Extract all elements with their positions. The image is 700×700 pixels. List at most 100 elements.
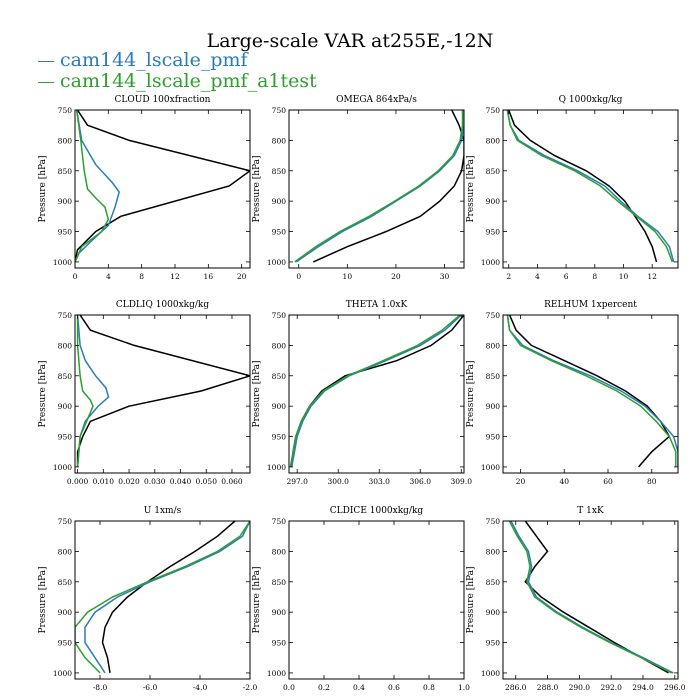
y-tick-label: 900 <box>58 608 73 617</box>
x-tick-label: 80 <box>647 477 657 486</box>
plot-frame <box>502 314 679 474</box>
y-tick-label: 950 <box>58 433 73 442</box>
x-tick-label: 296.0 <box>664 683 686 692</box>
y-tick-label: 900 <box>486 402 501 411</box>
x-tick-label: 0.000 <box>67 477 89 486</box>
panel-1: OMEGA 864xPa/s Pressure [hPa] 750 800 850 900… <box>252 95 465 281</box>
y-tick-label: 800 <box>272 341 287 350</box>
y-tick-label: 900 <box>486 197 501 206</box>
series-line-reference <box>76 315 250 467</box>
panel-title: RELHUM 1xpercent <box>544 300 637 310</box>
series-line-1 <box>295 110 464 263</box>
x-tick-label: 40 <box>559 477 569 486</box>
panel-title: THETA 1.0xK <box>346 300 408 310</box>
series-line-2 <box>289 315 461 468</box>
x-tick-label: -8.0 <box>93 683 108 692</box>
y-tick-label: 850 <box>272 167 287 176</box>
x-tick-label: 0 <box>73 272 78 281</box>
y-tick-label: 950 <box>272 228 287 237</box>
panel-title: CLDLIQ 1000xkg/kg <box>116 300 210 310</box>
plot-frame <box>288 520 465 680</box>
y-tick-label: 750 <box>58 311 73 320</box>
series-line-reference <box>508 315 671 468</box>
legend-swatch-a1test <box>38 81 54 83</box>
x-tick-label: 0.4 <box>353 683 365 692</box>
x-tick-label: 288.0 <box>537 683 559 692</box>
y-tick-label: 850 <box>58 167 73 176</box>
x-tick-label: 8 <box>592 272 597 281</box>
plot-frame <box>502 520 679 680</box>
legend-item-pmf: cam144_lscale_pmf <box>38 50 248 71</box>
x-tick-label: 8 <box>139 272 144 281</box>
y-tick-label: 750 <box>58 106 73 115</box>
panel-title: CLDICE 1000xkg/kg <box>330 506 424 516</box>
panel-4: THETA 1.0xK Pressure [hPa] 750 800 850 900 950… <box>252 300 472 486</box>
y-tick-label: 1000 <box>481 463 500 472</box>
y-tick-label: 950 <box>58 228 73 237</box>
y-tick-label: 1000 <box>481 258 500 267</box>
y-tick-label: 800 <box>486 547 501 556</box>
legend-swatch-pmf <box>38 60 54 62</box>
y-tick-label: 1000 <box>481 669 500 678</box>
y-tick-label: 900 <box>272 608 287 617</box>
x-tick-label: 2 <box>506 272 511 281</box>
panel-title: U 1xm/s <box>144 506 182 516</box>
y-tick-label: 850 <box>486 578 501 587</box>
x-tick-label: 300.0 <box>327 477 349 486</box>
panel-title: OMEGA 864xPa/s <box>336 95 417 105</box>
series-line-reference <box>290 315 464 467</box>
y-tick-label: 1000 <box>53 669 72 678</box>
x-tick-label: 10 <box>343 272 353 281</box>
y-tick-label: 750 <box>272 311 287 320</box>
x-tick-label: 0.2 <box>318 683 330 692</box>
y-tick-label: 850 <box>272 578 287 587</box>
x-tick-label: 303.0 <box>368 477 390 486</box>
x-tick-label: 0.020 <box>118 477 140 486</box>
panel-5: RELHUM 1xpercent Pressure [hPa] 750 800 850 9… <box>466 300 679 486</box>
x-tick-label: 12 <box>647 272 657 281</box>
x-tick-label: 0.050 <box>196 477 218 486</box>
x-tick-label: 306.0 <box>410 477 432 486</box>
x-tick-label: 60 <box>603 477 613 486</box>
y-tick-label: 900 <box>272 402 287 411</box>
x-tick-label: 309.0 <box>451 477 473 486</box>
y-tick-label: 1000 <box>267 463 286 472</box>
y-tick-label: 750 <box>486 517 501 526</box>
x-tick-label: 0.0 <box>283 683 295 692</box>
y-tick-label: 750 <box>486 106 501 115</box>
series-line-1 <box>290 315 462 468</box>
x-tick-label: 6 <box>564 272 569 281</box>
y-tick-label: 850 <box>272 372 287 381</box>
x-tick-label: 16 <box>204 272 214 281</box>
series-line-2 <box>294 110 464 263</box>
x-tick-label: 0.030 <box>144 477 166 486</box>
series-line-2 <box>506 110 674 263</box>
x-tick-label: 297.0 <box>286 477 308 486</box>
y-tick-label: 1000 <box>267 258 286 267</box>
y-tick-label: 1000 <box>267 669 286 678</box>
x-tick-label: 294.0 <box>632 683 654 692</box>
plot-frame <box>288 109 465 269</box>
y-tick-label: 850 <box>486 372 501 381</box>
panel-2: Q 1000xkg/kg Pressure [hPa] 750 800 850 900 95… <box>466 95 679 281</box>
series-line-2 <box>506 315 677 467</box>
y-axis-label: Pressure [hPa] <box>38 360 48 427</box>
x-tick-label: 290.0 <box>569 683 591 692</box>
y-axis-label: Pressure [hPa] <box>466 155 476 222</box>
legend-label-pmf: cam144_lscale_pmf <box>60 49 248 71</box>
y-axis-label: Pressure [hPa] <box>466 566 476 633</box>
y-tick-label: 800 <box>272 136 287 145</box>
y-tick-label: 950 <box>486 433 501 442</box>
panel-0: CLOUD 100xfraction Pressure [hPa] 750 800 85… <box>38 95 251 281</box>
y-tick-label: 950 <box>272 433 287 442</box>
series-line-2 <box>75 521 250 674</box>
x-tick-label: 292.0 <box>600 683 622 692</box>
x-tick-label: 0.060 <box>221 477 243 486</box>
y-tick-label: 800 <box>58 547 73 556</box>
y-tick-label: 950 <box>486 639 501 648</box>
plot-frame <box>74 520 251 680</box>
y-axis-label: Pressure [hPa] <box>252 155 262 222</box>
panel-title: CLOUD 100xfraction <box>115 95 211 105</box>
y-axis-label: Pressure [hPa] <box>38 155 48 222</box>
